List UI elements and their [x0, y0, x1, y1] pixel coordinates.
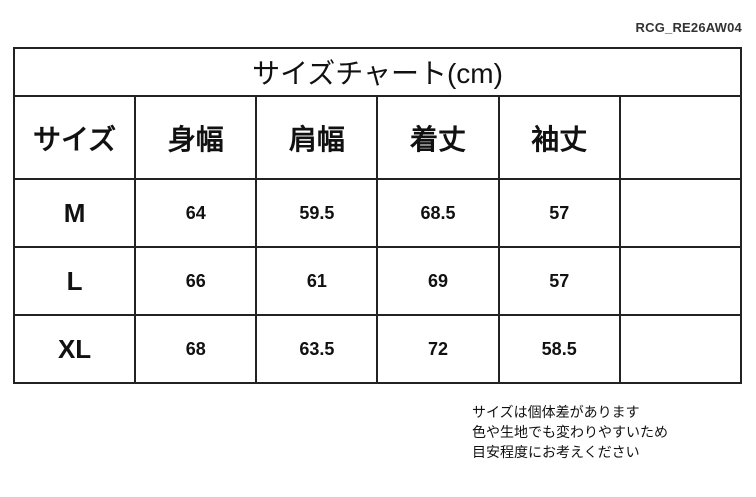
value-cell: 61 [255, 246, 379, 316]
value-cell: 64 [134, 178, 258, 248]
value-cell: 69 [376, 246, 500, 316]
note-line: サイズは個体差があります [472, 404, 640, 420]
size-cell: M [12, 178, 137, 248]
value-cell [618, 178, 743, 248]
header-row: サイズ 身幅 肩幅 着丈 袖丈 [12, 95, 743, 180]
header-sleeve-length: 袖丈 [497, 95, 621, 180]
value-cell: 63.5 [255, 314, 379, 384]
header-body-width: 身幅 [134, 95, 258, 180]
table-row: XL 68 63.5 72 58.5 [12, 314, 743, 384]
header-shoulder-width: 肩幅 [255, 95, 379, 180]
value-cell [618, 314, 743, 384]
note-line: 目安程度にお考えください [472, 444, 640, 460]
header-length: 着丈 [376, 95, 500, 180]
value-cell: 59.5 [255, 178, 379, 248]
value-cell: 57 [497, 246, 621, 316]
value-cell: 58.5 [497, 314, 621, 384]
value-cell [618, 246, 743, 316]
note-line: 色や生地でも変わりやすいため [472, 424, 668, 440]
size-note: サイズは個体差があります 色や生地でも変わりやすいため 目安程度にお考えください [472, 402, 668, 462]
value-cell: 68.5 [376, 178, 500, 248]
table-row: M 64 59.5 68.5 57 [12, 178, 743, 248]
value-cell: 66 [134, 246, 258, 316]
value-cell: 57 [497, 178, 621, 248]
value-cell: 68 [134, 314, 258, 384]
table-row: L 66 61 69 57 [12, 246, 743, 316]
size-cell: L [12, 246, 137, 316]
table-title: サイズチャート(cm) [13, 47, 742, 97]
size-cell: XL [12, 314, 137, 384]
value-cell: 72 [376, 314, 500, 384]
header-empty [618, 95, 743, 180]
header-size: サイズ [12, 95, 137, 180]
product-code: RCG_RE26AW04 [635, 20, 742, 35]
size-chart-table: サイズチャート(cm) サイズ 身幅 肩幅 着丈 袖丈 M 64 59.5 68… [12, 47, 743, 384]
